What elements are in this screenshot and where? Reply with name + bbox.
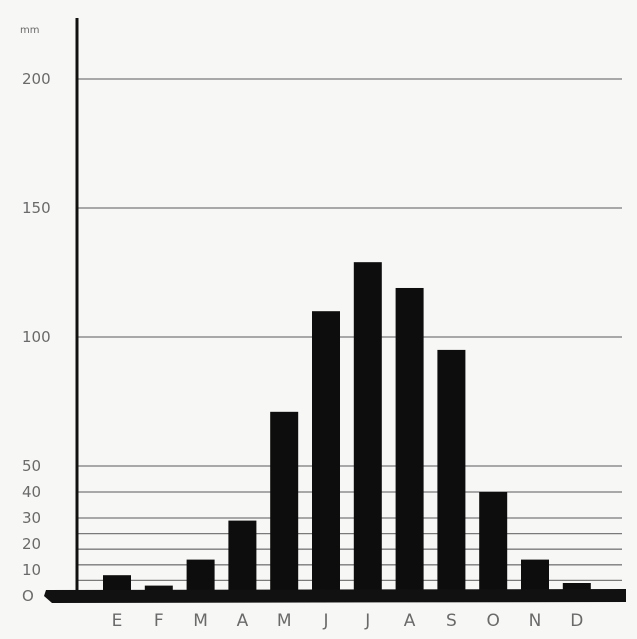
x-tick-label-12: D — [570, 611, 583, 631]
bars — [103, 262, 591, 596]
bar-7 — [353, 262, 382, 596]
bar-6 — [312, 311, 340, 596]
x-tick-label-4: A — [237, 611, 249, 631]
gridlines — [77, 78, 622, 582]
bar-8 — [395, 287, 424, 596]
x-tick-label-10: O — [487, 611, 500, 631]
x-tick-label-9: S — [446, 611, 457, 631]
y-tick-label-200: 200 — [22, 70, 51, 88]
axes — [44, 18, 626, 603]
y-tick-label-100: 100 — [22, 328, 51, 346]
x-tick-label-5: M — [277, 611, 292, 631]
x-tick-label-7: J — [364, 611, 370, 631]
x-tick-label-8: A — [404, 611, 416, 631]
y-tick-label-10: 10 — [22, 561, 41, 579]
y-tick-label-20: 20 — [22, 535, 41, 553]
bar-10 — [479, 492, 508, 596]
y-tick-label-40: 40 — [22, 483, 41, 501]
y-tick-label-0: O — [22, 587, 34, 605]
y-tick-label-150: 150 — [22, 199, 51, 217]
bar-4 — [228, 520, 257, 596]
bar-5 — [270, 411, 299, 596]
x-axis-baseline — [44, 589, 626, 603]
x-tick-label-3: M — [193, 611, 208, 631]
y-tick-label-30: 30 — [22, 509, 41, 527]
labels: mm O 10 20 30 40 50 100 150 200 E F M A M J J A S O N D — [20, 25, 583, 631]
bar-9 — [437, 349, 466, 596]
y-unit-label: mm — [20, 25, 39, 36]
y-tick-label-50: 50 — [22, 457, 41, 475]
x-tick-label-2: F — [154, 611, 164, 631]
x-tick-label-1: E — [112, 611, 123, 631]
x-tick-label-11: N — [529, 611, 542, 631]
x-tick-label-6: J — [322, 611, 328, 631]
